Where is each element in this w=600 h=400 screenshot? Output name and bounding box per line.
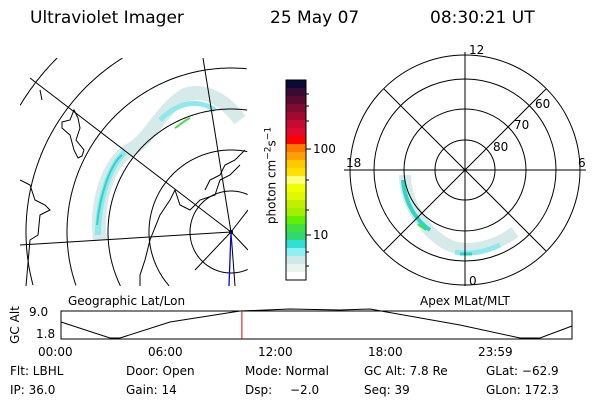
coastlines [20, 89, 246, 286]
colorbar-segment [286, 208, 306, 217]
mlt-label-6: 6 [578, 156, 586, 170]
colorbar-segment [286, 240, 306, 249]
altitude-xtick: 00:00 [38, 345, 73, 359]
gain-info: Gain: 14 [126, 383, 177, 397]
colorbar-segment [286, 184, 306, 193]
latitude-circle [148, 149, 248, 286]
aurora-oval-geographic [92, 86, 246, 241]
colorbar-segment [286, 128, 306, 137]
gc-alt-info: GC Alt: 7.8 Re [364, 364, 448, 378]
polar-map-label: Apex MLat/MLT [420, 294, 510, 308]
ip-info: IP: 36.0 [10, 383, 56, 397]
time-label: 08:30:21 UT [430, 8, 535, 28]
mlt-label-12: 12 [469, 43, 485, 57]
colorbar-ticks [306, 93, 311, 267]
colorbar-segment [286, 200, 306, 209]
altitude-xtick: 06:00 [148, 345, 183, 359]
colorbar-segment [286, 248, 306, 257]
colorbar-segment [286, 272, 306, 281]
latitude-circle [107, 108, 248, 286]
dsp-label: Dsp: [245, 383, 273, 397]
altitude-xtick: 23:59 [478, 345, 513, 359]
colorbar-segment [286, 120, 306, 129]
dsp-value: −2.0 [290, 383, 320, 397]
glon-info: GLon: 172.3 [486, 383, 559, 397]
mlt-label-0: 0 [469, 274, 477, 288]
altitude-ytick-min: 1.8 [36, 327, 56, 341]
colorbar-segment [286, 168, 306, 177]
colorbar-segment [286, 88, 306, 97]
colorbar-tick-100: 100 [313, 142, 336, 156]
meridian-lines [20, 58, 248, 286]
colorbar-segment [286, 96, 306, 105]
colorbar-segment [286, 264, 306, 273]
colorbar [286, 80, 306, 281]
aurora-oval-polar [399, 174, 519, 256]
colorbar-segment [286, 256, 306, 265]
colorbar-segment [286, 112, 306, 121]
polar-map [344, 52, 586, 286]
colorbar-segment [286, 80, 306, 89]
colorbar-segment [286, 176, 306, 185]
latitude-circles [20, 58, 248, 286]
colorbar-segment [286, 160, 306, 169]
altitude-xtick: 12:00 [258, 345, 293, 359]
date-label: 25 May 07 [270, 8, 360, 28]
glat-info: GLat: −62.9 [486, 364, 559, 378]
mode-info: Mode: Normal [245, 364, 329, 378]
colorbar-segment [286, 216, 306, 225]
colorbar-segment [286, 144, 306, 153]
colorbar-segment [286, 136, 306, 145]
altitude-ylabel: GC Alt [8, 306, 22, 344]
seq-info: Seq: 39 [364, 383, 410, 397]
altitude-ytick-max: 9.0 [29, 305, 49, 319]
lat-label-80: 80 [493, 140, 509, 154]
lat-label-70: 70 [514, 118, 530, 132]
geo-map-label: Geographic Lat/Lon [68, 294, 186, 308]
latitude-circle [66, 67, 247, 286]
filter-info: Flt: LBHL [10, 364, 64, 378]
pole-line [228, 231, 232, 286]
colorbar-segment [286, 104, 306, 113]
colorbar-segment [286, 224, 306, 233]
colorbar-segment [286, 152, 306, 161]
altitude-xtick: 18:00 [368, 345, 403, 359]
colorbar-segment [286, 192, 306, 201]
mlt-label-18: 18 [346, 156, 362, 170]
latitude-circle [20, 58, 58, 106]
colorbar-tick-10: 10 [313, 228, 329, 242]
colorbar-label: photon cm−2s−1 [263, 126, 279, 225]
altitude-plot [60, 308, 573, 340]
door-info: Door: Open [126, 364, 195, 378]
latitude-circle [189, 190, 248, 274]
colorbar-segment [286, 232, 306, 241]
latitude-circle [25, 58, 123, 286]
lat-label-60: 60 [535, 97, 551, 111]
instrument-title: Ultraviolet Imager [30, 8, 184, 28]
